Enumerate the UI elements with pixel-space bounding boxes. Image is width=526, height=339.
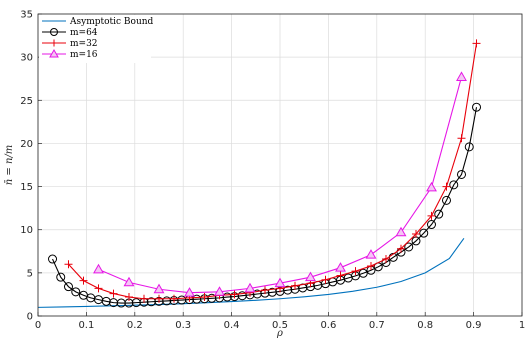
y-tick-label: 15: [20, 182, 33, 193]
data-point-m-16: [395, 226, 407, 237]
data-point-m-16: [214, 286, 225, 296]
data-point-m-16: [365, 249, 377, 259]
x-tick-label: 0.6: [320, 320, 336, 331]
data-point-m-64: [449, 180, 459, 190]
y-tick-label: 35: [20, 10, 33, 21]
legend-item-m-64: m=64: [42, 28, 98, 38]
legend-label: m=32: [70, 39, 98, 49]
legend-marker: [50, 39, 58, 47]
x-tick-label: 0.4: [224, 320, 240, 331]
data-point-m-32: [351, 267, 360, 276]
data-point-m-32: [230, 290, 239, 299]
y-tick-label: 0: [27, 312, 33, 323]
series-layer: [37, 39, 482, 308]
data-point-m-64: [434, 209, 444, 219]
x-tick-label: 0: [35, 320, 41, 331]
x-axis-label: ρ: [276, 328, 283, 339]
data-point-m-32: [336, 271, 345, 280]
data-point-m-32: [412, 230, 421, 239]
data-point-m-32: [200, 293, 209, 302]
y-tick-label: 20: [20, 139, 33, 150]
data-point-m-32: [366, 261, 375, 270]
legend-box: [39, 15, 151, 63]
y-tick-label: 30: [20, 53, 33, 64]
legend-label: m=64: [70, 28, 98, 38]
data-point-m-32: [94, 284, 103, 293]
data-point-m-16: [305, 271, 316, 282]
data-point-m-64: [441, 195, 451, 205]
data-point-m-64: [56, 272, 66, 282]
data-point-m-64: [222, 292, 232, 302]
data-point-m-32: [321, 275, 330, 284]
data-point-m-32: [109, 289, 118, 298]
data-point-m-16: [123, 276, 135, 287]
data-point-m-64: [464, 142, 474, 152]
data-point-m-16: [153, 283, 165, 294]
series-line-m-32: [68, 43, 478, 300]
data-point-m-16: [184, 287, 195, 297]
data-point-m-32: [155, 294, 163, 303]
legend-item-asymptotic-bound: Asymptotic Bound: [42, 17, 154, 27]
data-point-m-32: [139, 294, 148, 303]
legend-marker: [50, 28, 58, 36]
data-point-m-64: [101, 296, 111, 306]
data-point-m-32: [64, 260, 73, 269]
legend-label: Asymptotic Bound: [69, 17, 154, 27]
x-tick-label: 0.3: [175, 320, 191, 331]
data-point-m-32: [397, 244, 405, 253]
data-point-m-32: [79, 276, 88, 285]
data-point-m-32: [442, 182, 451, 191]
series-m-16: [93, 71, 467, 297]
data-point-m-32: [457, 134, 466, 143]
x-tick-label: 0.7: [369, 320, 385, 331]
data-point-m-64: [404, 242, 414, 252]
data-point-m-16: [93, 263, 104, 274]
data-point-m-64: [283, 285, 293, 295]
data-point-m-32: [427, 211, 436, 220]
data-point-m-16: [426, 181, 437, 192]
x-tick-label: 0.5: [272, 320, 288, 331]
legend-item-m-32: m=32: [42, 39, 98, 49]
legend-marker: [49, 48, 59, 58]
x-tick-label: 1: [519, 320, 525, 331]
data-point-m-32: [124, 293, 133, 302]
series-m-64: [48, 102, 482, 308]
legend-label: m=16: [70, 50, 98, 60]
y-tick-label: 25: [20, 96, 33, 107]
data-point-m-64: [48, 254, 58, 264]
x-tick-label: 0.2: [127, 320, 143, 331]
data-point-m-64: [358, 268, 368, 278]
y-tick-label: 10: [20, 225, 33, 236]
data-point-m-16: [274, 277, 286, 288]
legend-item-m-16: m=16: [42, 48, 98, 60]
data-point-m-32: [472, 39, 481, 48]
data-point-m-64: [63, 282, 73, 292]
y-axis-label: n̄ = n/m: [4, 145, 15, 185]
data-point-m-32: [170, 294, 179, 303]
y-tick-label: 5: [27, 268, 33, 279]
data-point-m-32: [291, 281, 300, 290]
data-point-m-64: [457, 169, 466, 179]
x-tick-label: 0.1: [78, 320, 94, 331]
data-point-m-16: [335, 262, 346, 272]
x-tick-label: 0.8: [417, 320, 433, 331]
x-tick-label: 0.9: [466, 320, 482, 331]
data-point-m-64: [419, 228, 429, 238]
data-point-m-32: [381, 255, 390, 264]
data-point-m-32: [260, 286, 269, 295]
data-point-m-16: [244, 282, 256, 293]
data-point-m-64: [71, 287, 81, 297]
data-point-m-64: [162, 296, 172, 306]
plot-frame: [37, 13, 523, 317]
data-point-m-64: [426, 220, 436, 230]
data-point-m-64: [472, 102, 482, 112]
data-point-m-16: [456, 71, 467, 81]
